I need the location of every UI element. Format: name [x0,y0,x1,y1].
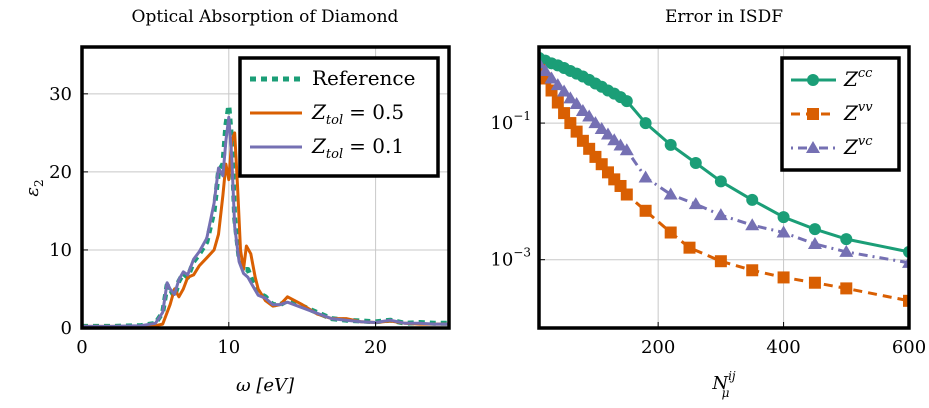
y-tick-label: 0 [61,318,72,339]
data-point-z-vc [600,127,615,140]
x-axis-label: Nij μ [711,369,736,400]
data-point-z-vc [776,225,791,238]
data-point-z-cc [639,117,652,130]
y-axis-label: ε2 [22,179,46,196]
legend: Zcc Zvv Zvc [780,56,901,172]
x-tick-label: 0 [76,337,87,358]
data-point-z-vc [663,187,678,200]
data-point-z-vv [746,264,759,277]
data-point-z-vv [620,188,633,201]
data-point-z-vc [713,208,728,221]
y-tick-label: 10−1 [490,109,531,134]
data-point-z-vc [807,236,822,249]
legend-marker-z-cc [807,74,819,86]
data-point-z-vc [550,78,565,91]
y-tick-label: 10 [49,240,72,261]
data-point-z-vc [544,71,559,84]
data-point-z-cc [808,223,821,236]
data-point-z-vc [638,170,653,183]
data-point-z-vv [551,96,564,109]
data-point-z-vv [570,125,583,138]
chart-title: Error in ISDF [665,7,783,27]
data-point-z-vc [839,244,854,257]
legend: Reference Ztol = 0.5 Ztol = 0.1 [238,56,440,178]
y-tick-label: 30 [49,84,72,105]
data-point-z-vv [903,294,909,307]
legend-entry-label: Zcc [843,66,873,91]
data-point-z-vc [588,116,603,129]
x-tick-label: 200 [641,337,675,358]
data-point-z-cc [840,233,853,246]
absorption-chart: Optical Absorption of Diamond 0 10 20 0 10 20… [22,7,451,396]
axis-ticks: 0 10 20 0 10 20 30 [49,84,387,358]
data-point-z-vc [594,121,609,134]
x-tick-label: 20 [364,337,387,358]
y-tick-label: 10−3 [490,246,531,271]
data-point-z-vv [777,271,790,284]
data-point-z-cc [777,211,790,224]
data-point-z-vc [613,138,628,151]
data-point-z-cc [714,175,727,188]
series-group [82,103,449,328]
axis-ticks: 200 400 600 10−3 10−1 [490,109,926,358]
data-point-z-vc [539,63,553,76]
isdf-error-chart: Error in ISDF 200 400 600 10−3 10−1 Nij μ Zcc… [490,7,926,400]
legend-entry-label: Reference [312,66,415,90]
legend-entry-label: Ztol = 0.5 [311,100,404,128]
data-point-z-vc [688,197,703,210]
data-point-z-vv [664,226,677,239]
data-point-z-cc [689,157,702,170]
plot-frame [537,45,911,330]
data-point-z-cc [620,95,633,108]
legend-entry-label: Zvc [843,134,873,159]
data-point-z-vc [557,84,572,97]
data-point-z-cc [746,193,759,206]
data-point-z-vc [619,143,634,156]
data-point-z-vc [575,104,590,117]
legend-marker-z-vc [806,141,820,153]
data-point-z-vc [582,109,597,122]
x-tick-label: 600 [892,337,926,358]
data-point-z-vv [808,276,821,289]
data-point-z-vv [840,282,853,295]
data-point-z-vv [639,204,652,217]
x-tick-label: 400 [766,337,800,358]
data-point-z-vc [563,91,578,104]
legend-box [780,56,901,172]
series-line-z-tol-0-1 [82,115,449,328]
x-tick-label: 10 [217,337,240,358]
data-point-z-vv [683,241,696,254]
legend-entry-label: Ztol = 0.1 [311,134,404,162]
data-point-z-vv [714,255,727,268]
data-point-z-vc [607,133,622,146]
data-point-z-vc [745,218,760,231]
legend-marker-z-vv [807,108,819,120]
x-axis-label: ω [eV] [236,375,295,396]
data-point-z-cc [664,138,677,151]
data-point-z-vc [569,97,584,110]
y-tick-label: 20 [49,162,72,183]
data-point-z-vv [558,107,571,120]
legend-entry-label: Zvv [843,100,873,125]
chart-title: Optical Absorption of Diamond [132,7,399,27]
plot-frame [80,45,451,330]
